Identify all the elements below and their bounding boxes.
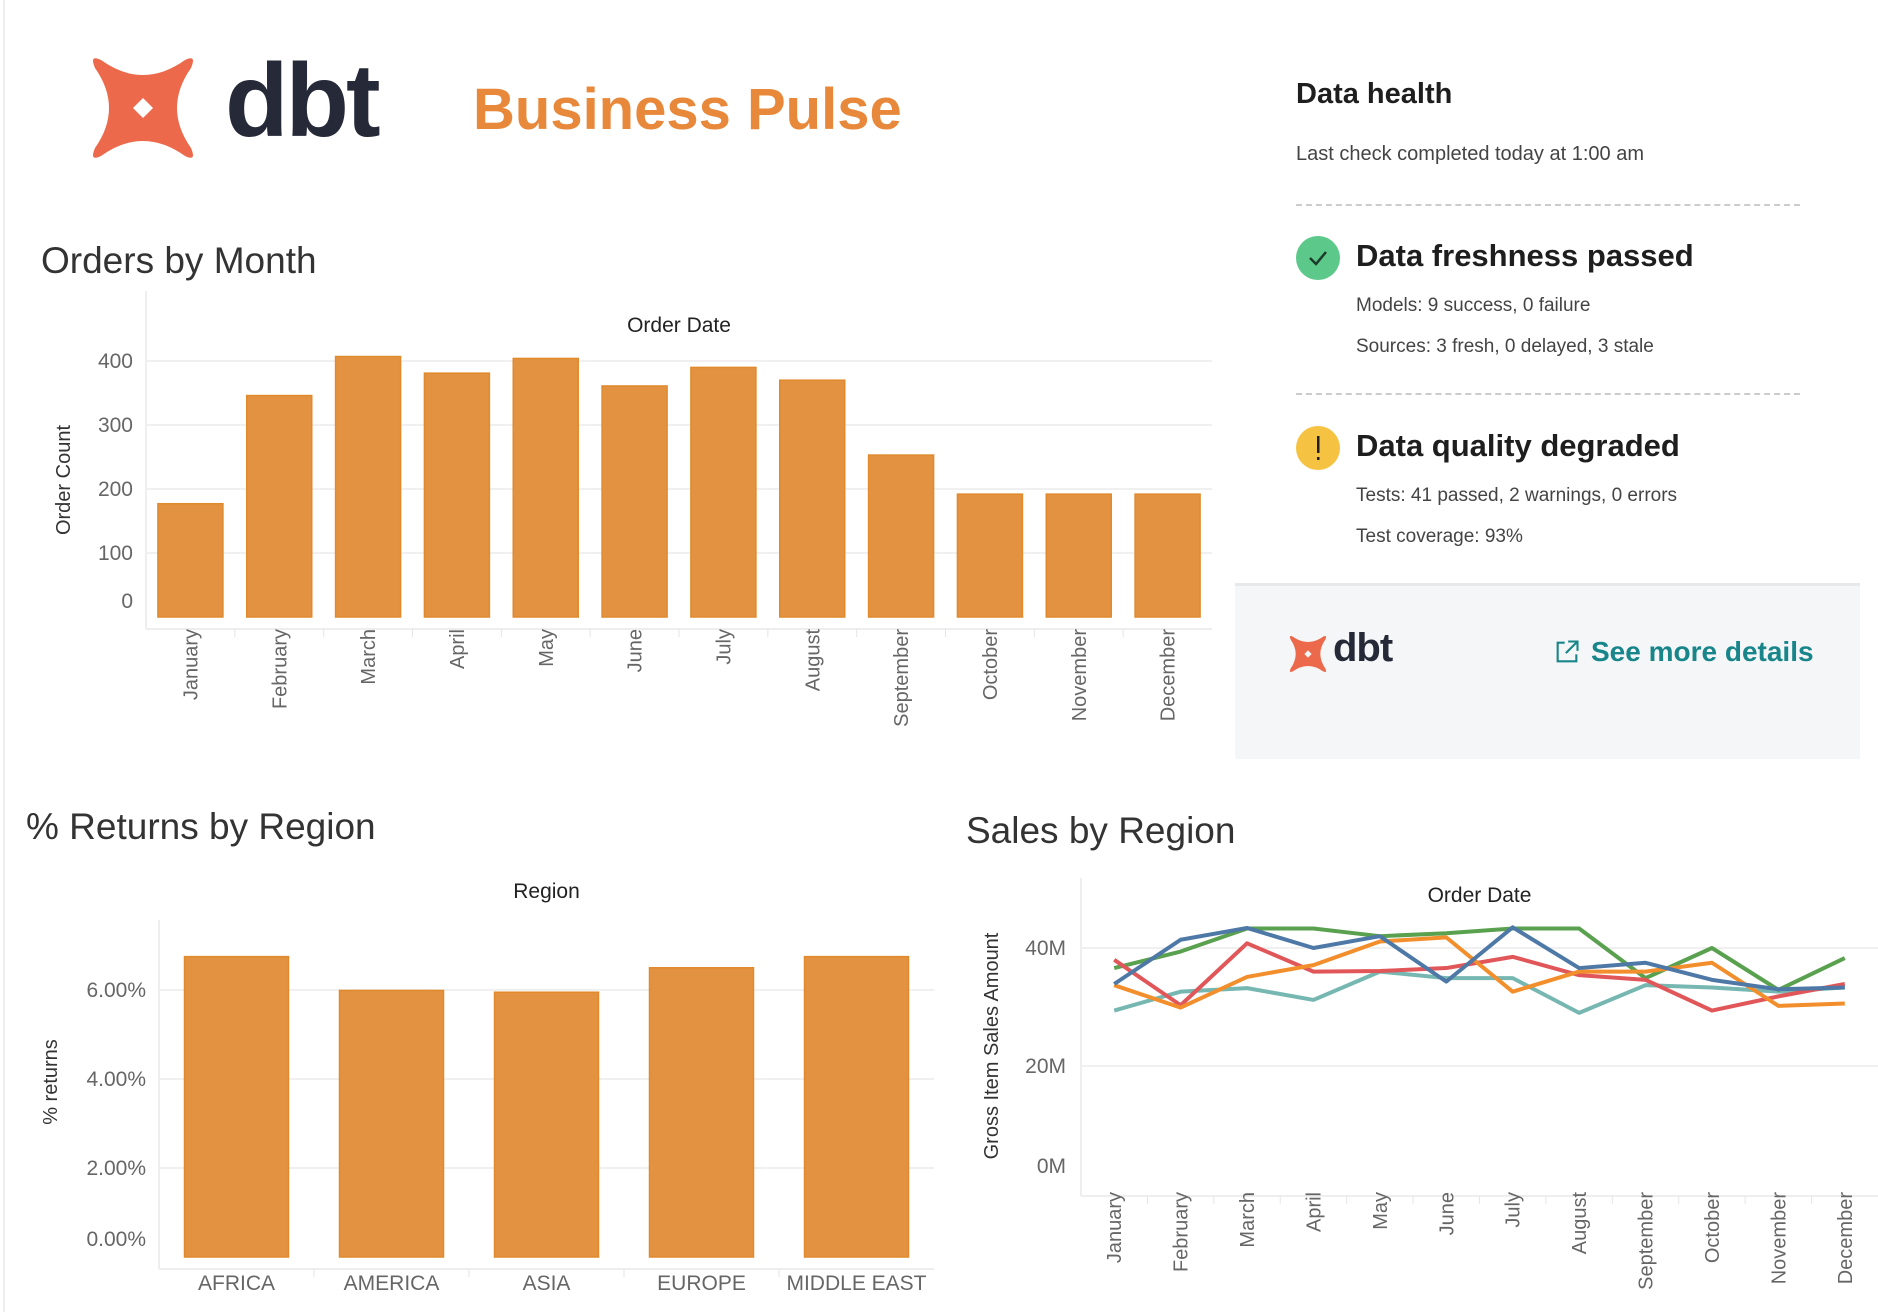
x-tick-label: February [1171, 1192, 1193, 1272]
last-check-text: Last check completed today at 1:00 am [1296, 143, 1644, 165]
column-header: Order Date [627, 314, 731, 337]
y-tick-label: 300 [98, 414, 133, 437]
returns-by-region-title: % Returns by Region [26, 806, 376, 847]
y-tick-label: 40M [1025, 937, 1066, 960]
x-tick-label: August [1569, 1192, 1591, 1255]
quality-status-title: Data quality degraded [1356, 428, 1680, 463]
quality-coverage-text: Test coverage: 93% [1356, 526, 1523, 547]
dbt-logo-mark-icon [1289, 635, 1327, 673]
freshness-status-title: Data freshness passed [1356, 238, 1694, 273]
x-tick-label: October [980, 629, 1002, 700]
y-tick-label: 100 [98, 542, 133, 565]
y-axis-title: Gross Item Sales Amount [981, 932, 1003, 1159]
column-header: Region [513, 880, 580, 903]
dbt-logo-mark-icon [93, 58, 193, 158]
bar-december [1134, 493, 1201, 618]
bar-middle-east [803, 955, 910, 1258]
x-tick-label: September [1636, 1192, 1658, 1290]
bar-march [334, 355, 402, 618]
x-tick-label: November [1768, 1192, 1790, 1285]
x-tick-label: July [1503, 1192, 1525, 1228]
bar-asia [493, 991, 600, 1258]
sales-by-region-title: Sales by Region [966, 810, 1236, 851]
x-tick-label: May [536, 629, 558, 667]
x-tick-label: August [802, 629, 824, 692]
freshness-models-text: Models: 9 success, 0 failure [1356, 295, 1591, 316]
orders-by-month-title: Orders by Month [41, 240, 317, 281]
y-tick-label: 2.00% [86, 1157, 146, 1180]
divider [1296, 204, 1800, 206]
bar-september [867, 454, 935, 618]
y-tick-label: 200 [98, 478, 133, 501]
x-tick-label: July [713, 629, 735, 665]
x-tick-label: September [891, 629, 913, 727]
x-tick-label: April [447, 629, 469, 669]
bar-april [423, 372, 491, 618]
bar-africa [183, 955, 290, 1258]
bar-june [601, 385, 668, 618]
bar-august [779, 379, 846, 618]
x-tick-label: AMERICA [344, 1272, 440, 1295]
bar-may [512, 357, 579, 618]
dbt-logo: dbt [87, 43, 397, 166]
x-tick-label: April [1303, 1192, 1325, 1232]
x-tick-label: AFRICA [198, 1272, 275, 1295]
x-tick-label: March [1237, 1192, 1259, 1248]
bar-january [157, 502, 224, 618]
bar-america [338, 989, 445, 1258]
y-tick-label: 4.00% [86, 1068, 146, 1091]
bar-october [956, 493, 1024, 618]
check-icon [1296, 236, 1340, 280]
data-health-footer [1235, 583, 1860, 759]
series-line-4 [1113, 935, 1845, 1010]
x-tick-label: December [1158, 629, 1180, 722]
series-line-2 [1113, 926, 1846, 992]
y-tick-label: 0.00% [86, 1228, 146, 1251]
bar-february [246, 394, 313, 618]
x-tick-label: March [358, 629, 380, 685]
x-tick-label: ASIA [523, 1272, 571, 1295]
data-health-title: Data health [1296, 78, 1453, 110]
see-more-details-label: See more details [1591, 636, 1814, 667]
bar-july [690, 366, 757, 618]
quality-tests-text: Tests: 41 passed, 2 warnings, 0 errors [1356, 485, 1678, 506]
y-tick-label: 0M [1037, 1155, 1066, 1178]
y-tick-label: 20M [1025, 1055, 1066, 1078]
exclamation-icon [1296, 426, 1340, 470]
x-tick-label: February [269, 629, 291, 709]
series-line-5 [1113, 925, 1845, 992]
left-border [3, 0, 5, 1312]
dbt-logo-text: dbt [1333, 626, 1393, 670]
y-axis-title: % returns [40, 1039, 62, 1125]
y-tick-label: 0 [121, 590, 133, 613]
x-tick-label: EUROPE [657, 1272, 746, 1295]
x-tick-label: June [1436, 1192, 1458, 1235]
external-link-icon [1556, 640, 1579, 663]
x-tick-label: October [1702, 1192, 1724, 1263]
x-tick-label: June [625, 629, 647, 672]
y-tick-label: 6.00% [86, 979, 146, 1002]
x-tick-label: December [1835, 1192, 1857, 1285]
dbt-logo-text: dbt [225, 43, 381, 159]
divider [1296, 393, 1800, 395]
bar-november [1045, 493, 1112, 618]
x-tick-label: MIDDLE EAST [786, 1272, 926, 1295]
y-axis-title: Order Count [53, 425, 75, 535]
y-tick-label: 400 [98, 350, 133, 373]
x-tick-label: January [180, 629, 202, 700]
freshness-sources-text: Sources: 3 fresh, 0 delayed, 3 stale [1356, 336, 1654, 357]
x-tick-label: January [1104, 1192, 1126, 1263]
see-more-details-link[interactable]: See more details [1553, 636, 1814, 668]
x-tick-label: May [1370, 1192, 1392, 1230]
column-header: Order Date [1428, 884, 1532, 907]
bar-europe [648, 967, 755, 1258]
series-line-1 [1113, 969, 1845, 1015]
dashboard-title: Business Pulse [473, 77, 902, 142]
x-tick-label: November [1069, 629, 1091, 722]
